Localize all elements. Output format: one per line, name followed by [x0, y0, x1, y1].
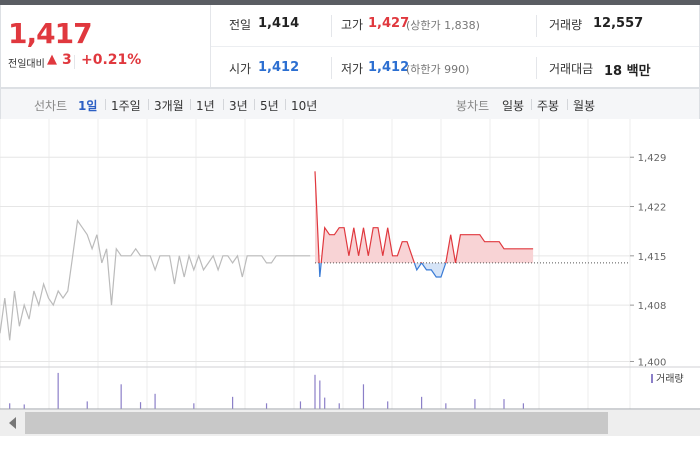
- tab[interactable]: 3년: [229, 99, 248, 113]
- plot-bg: [0, 119, 700, 365]
- volume-bar: [474, 399, 476, 409]
- volume-bar: [139, 402, 142, 409]
- tab-bar: 선차트 1일 1주일 3개월 1년 3년 5년 10년 봉차트 일봉 주봉 월봉: [0, 88, 700, 120]
- volume-bar: [57, 372, 59, 409]
- tab-separator: [223, 99, 224, 110]
- stat-note: (상한가 1,838): [406, 19, 480, 32]
- stat-value: 1,412: [258, 60, 300, 75]
- y-tick-label: 1,408: [638, 301, 667, 312]
- change-label: 전일대비: [8, 59, 45, 70]
- stat-value: 18 백만: [604, 64, 651, 79]
- tab-group-label: 봉차트: [456, 99, 490, 113]
- tab[interactable]: 10년: [291, 99, 318, 113]
- volume-bar: [86, 401, 88, 409]
- scroll-left[interactable]: [9, 417, 16, 429]
- volume-bar: [265, 403, 268, 409]
- volume-bar: [232, 396, 234, 409]
- volume-bar: [314, 374, 316, 409]
- tab-separator: [254, 99, 255, 110]
- volume-bar: [421, 396, 423, 409]
- stat-label: 전일: [229, 18, 252, 32]
- stat-label: 거래량: [549, 18, 583, 32]
- volume-bar: [362, 384, 365, 409]
- y-tick-label: 1,422: [638, 203, 667, 214]
- line: [0, 218, 311, 341]
- top-bar: [0, 0, 700, 5]
- legend-label: 거래량: [656, 373, 684, 385]
- tab[interactable]: 1년: [196, 99, 215, 113]
- stat-value: 1,414: [258, 16, 300, 31]
- line: [314, 171, 534, 278]
- volume-bar: [154, 393, 156, 409]
- tab[interactable]: 3개월: [154, 99, 184, 113]
- tab-separator: [190, 99, 191, 110]
- volume-bar: [522, 403, 524, 409]
- volume-bar: [338, 403, 340, 409]
- stat-value: 1,412: [368, 60, 410, 75]
- stat-label: 시가: [229, 62, 252, 76]
- chart: 1,429 1,422 1,415 1,408 1,400 거래량: [0, 119, 700, 436]
- tab[interactable]: 1일: [78, 99, 98, 113]
- stat-note: (하한가 990): [406, 63, 470, 76]
- tab-separator: [567, 99, 568, 110]
- price: 1,417: [8, 17, 93, 50]
- quote-header: 1,417 전일대비 ▲ 3 +0.21% 전일 1,414 고가 1,427 …: [0, 5, 700, 88]
- volume-bar: [503, 399, 505, 409]
- tab-group-label: 선차트: [34, 99, 68, 113]
- scroll-thumb[interactable]: [25, 412, 608, 434]
- tab-separator: [148, 99, 149, 110]
- legend-swatch: [651, 374, 653, 383]
- tab[interactable]: 5년: [260, 99, 279, 113]
- stat-value: 1,427: [368, 16, 410, 31]
- divider: [331, 15, 332, 37]
- y-tick-label: 1,400: [638, 357, 667, 368]
- tab-separator: [285, 99, 286, 110]
- volume-bar: [120, 384, 122, 409]
- stat-value: 12,557: [593, 16, 644, 31]
- volume-bar: [9, 403, 11, 409]
- y-tick-label: 1,429: [638, 153, 667, 164]
- tab[interactable]: 주봉: [537, 99, 560, 113]
- row-divider: [211, 46, 699, 47]
- volume-bar: [299, 401, 302, 409]
- volume-bar: [387, 401, 389, 409]
- volume-bar: [319, 380, 321, 409]
- stat-label: 거래대금: [549, 62, 594, 76]
- divider: [331, 57, 332, 79]
- volume-bar: [324, 397, 326, 409]
- stat-label: 저가: [341, 62, 364, 76]
- tab[interactable]: 1주일: [111, 99, 141, 113]
- volume-bar: [193, 403, 195, 409]
- tab-separator: [531, 99, 532, 110]
- divider: [536, 57, 537, 79]
- change: 3: [62, 52, 72, 68]
- tab-separator: [105, 99, 106, 110]
- y-tick-label: 1,415: [638, 252, 667, 263]
- tab[interactable]: 월봉: [573, 99, 596, 113]
- volume-bar: [23, 404, 25, 409]
- volume-bar: [445, 403, 447, 409]
- stat-label: 고가: [341, 18, 364, 32]
- change-rate: +0.21%: [81, 52, 142, 68]
- divider: [536, 15, 537, 37]
- divider: [74, 55, 75, 69]
- tab[interactable]: 일봉: [502, 99, 525, 113]
- up-arrow: ▲: [47, 52, 57, 67]
- divider: [210, 5, 211, 87]
